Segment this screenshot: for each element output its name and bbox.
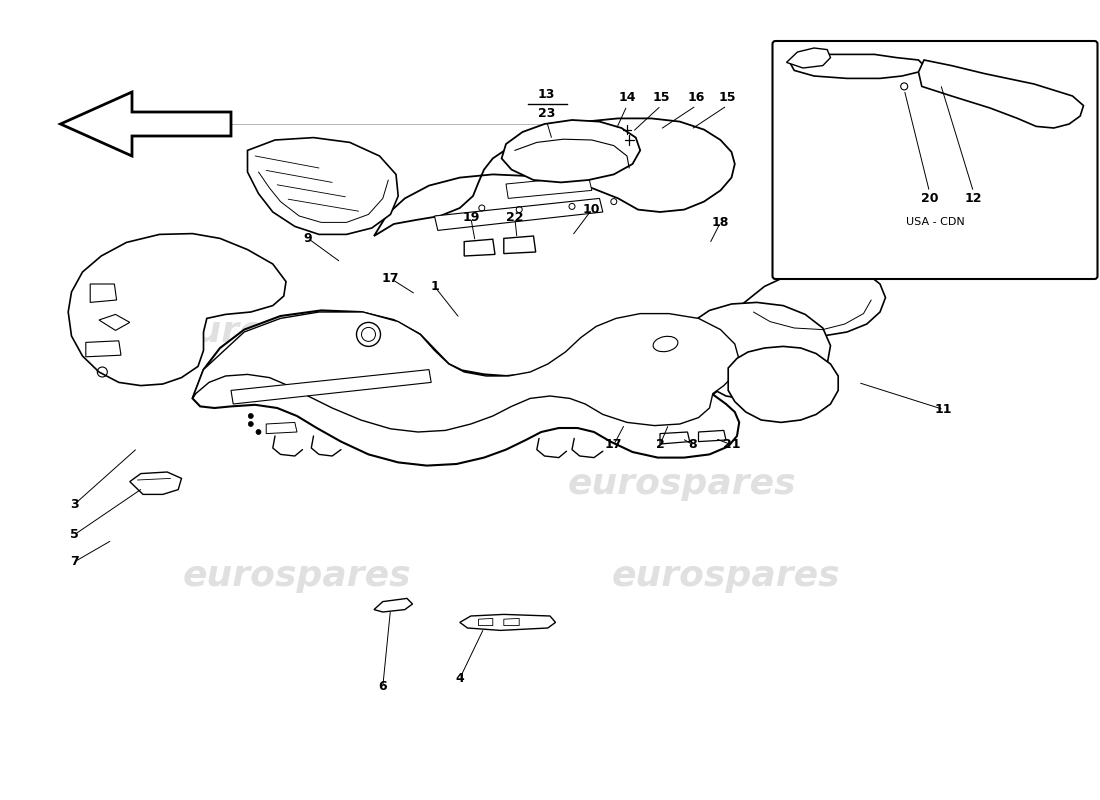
Polygon shape	[460, 614, 556, 630]
Text: 22: 22	[506, 211, 524, 224]
Polygon shape	[192, 312, 739, 432]
Text: 10: 10	[583, 203, 601, 216]
Polygon shape	[728, 346, 838, 422]
Text: 3: 3	[70, 498, 79, 510]
Text: eurospares: eurospares	[568, 467, 796, 501]
Text: 8: 8	[689, 438, 697, 451]
Text: 5: 5	[70, 528, 79, 541]
Text: eurospares: eurospares	[183, 559, 411, 593]
Polygon shape	[374, 118, 735, 236]
Circle shape	[249, 422, 253, 426]
Polygon shape	[691, 302, 830, 400]
Polygon shape	[130, 472, 182, 494]
Polygon shape	[918, 60, 1084, 128]
Polygon shape	[231, 370, 431, 404]
Circle shape	[249, 414, 253, 418]
Polygon shape	[786, 48, 830, 68]
FancyBboxPatch shape	[772, 41, 1098, 279]
Text: eurospares: eurospares	[172, 315, 400, 349]
Polygon shape	[248, 138, 398, 234]
Polygon shape	[504, 236, 536, 254]
Polygon shape	[790, 54, 924, 78]
Text: 13: 13	[538, 88, 556, 101]
Text: 15: 15	[652, 91, 670, 104]
Text: 23: 23	[538, 107, 556, 120]
Text: 15: 15	[718, 91, 736, 104]
Text: 6: 6	[378, 680, 387, 693]
Text: 18: 18	[712, 216, 729, 229]
Text: 1: 1	[430, 280, 439, 293]
Text: eurospares: eurospares	[612, 559, 840, 593]
Polygon shape	[464, 239, 495, 256]
Text: 20: 20	[921, 192, 938, 205]
Circle shape	[256, 430, 261, 434]
Text: 19: 19	[462, 211, 480, 224]
Polygon shape	[502, 120, 640, 182]
Text: 12: 12	[965, 192, 982, 205]
Text: 14: 14	[618, 91, 636, 104]
Polygon shape	[86, 341, 121, 357]
Text: 16: 16	[688, 91, 705, 104]
Polygon shape	[266, 422, 297, 434]
Polygon shape	[68, 234, 286, 386]
Text: 21: 21	[723, 438, 740, 451]
Polygon shape	[660, 432, 690, 444]
Text: USA - CDN: USA - CDN	[905, 218, 965, 227]
Polygon shape	[374, 598, 412, 612]
Text: 11: 11	[935, 403, 953, 416]
Polygon shape	[192, 310, 739, 466]
Polygon shape	[698, 430, 726, 442]
Text: 7: 7	[70, 555, 79, 568]
Polygon shape	[504, 618, 519, 626]
Polygon shape	[742, 268, 886, 336]
Text: 17: 17	[605, 438, 623, 451]
Polygon shape	[434, 198, 603, 230]
Text: 9: 9	[304, 232, 312, 245]
Polygon shape	[478, 618, 493, 626]
Polygon shape	[90, 284, 117, 302]
Polygon shape	[506, 176, 592, 198]
Text: 4: 4	[455, 672, 464, 685]
Text: 2: 2	[656, 438, 664, 451]
Text: 17: 17	[382, 272, 399, 285]
Polygon shape	[99, 314, 130, 330]
Polygon shape	[60, 92, 231, 156]
